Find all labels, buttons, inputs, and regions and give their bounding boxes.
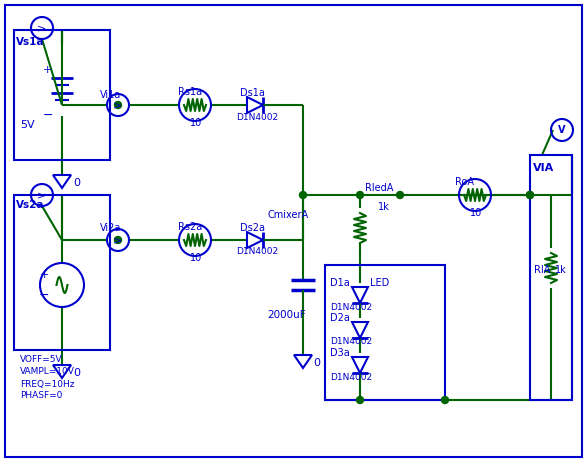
Text: VIA: VIA bbox=[533, 163, 554, 173]
Text: V: V bbox=[558, 125, 566, 135]
Text: >: > bbox=[38, 190, 46, 200]
Text: D1N4002: D1N4002 bbox=[236, 113, 278, 122]
Text: LED: LED bbox=[370, 278, 389, 288]
Text: Ds2a: Ds2a bbox=[240, 223, 265, 233]
Text: D2a: D2a bbox=[330, 313, 350, 323]
Text: >: > bbox=[113, 235, 123, 245]
Text: 0: 0 bbox=[73, 368, 80, 378]
Circle shape bbox=[114, 102, 122, 109]
Text: +: + bbox=[39, 270, 49, 280]
Text: −: − bbox=[43, 109, 53, 122]
Text: CmixerA: CmixerA bbox=[267, 210, 308, 220]
Text: >: > bbox=[38, 23, 46, 33]
Text: Vs1a: Vs1a bbox=[16, 37, 45, 47]
Text: Vs2a: Vs2a bbox=[16, 200, 45, 210]
Text: Vi2a: Vi2a bbox=[100, 223, 122, 233]
Bar bbox=[14, 30, 110, 160]
Text: 10: 10 bbox=[190, 253, 203, 263]
Circle shape bbox=[527, 192, 534, 199]
Text: −: − bbox=[39, 288, 49, 302]
Bar bbox=[14, 195, 110, 350]
Text: RoA: RoA bbox=[455, 177, 474, 187]
Text: Rs2a: Rs2a bbox=[178, 222, 203, 232]
Text: Vi1a: Vi1a bbox=[100, 90, 122, 100]
Text: VOFF=5V: VOFF=5V bbox=[20, 355, 63, 365]
Text: 1k: 1k bbox=[555, 265, 567, 275]
Text: RIA: RIA bbox=[534, 265, 551, 275]
Text: D1N4002: D1N4002 bbox=[330, 338, 372, 346]
Circle shape bbox=[299, 192, 306, 199]
Circle shape bbox=[356, 396, 363, 403]
Text: D1N4002: D1N4002 bbox=[330, 372, 372, 382]
Text: D1a: D1a bbox=[330, 278, 350, 288]
Text: D3a: D3a bbox=[330, 348, 350, 358]
Circle shape bbox=[114, 237, 122, 243]
Text: D1N4002: D1N4002 bbox=[330, 303, 372, 311]
Text: Ds1a: Ds1a bbox=[240, 88, 265, 98]
Text: 2000uF: 2000uF bbox=[267, 310, 306, 320]
Text: RledA: RledA bbox=[365, 183, 393, 193]
Bar bbox=[530, 155, 572, 400]
Circle shape bbox=[356, 192, 363, 199]
Text: Rs1a: Rs1a bbox=[178, 87, 202, 97]
Text: D1N4002: D1N4002 bbox=[236, 248, 278, 256]
Text: 1k: 1k bbox=[378, 202, 390, 212]
Text: PHASF=0: PHASF=0 bbox=[20, 391, 62, 401]
Text: >: > bbox=[113, 100, 123, 110]
Text: 5V: 5V bbox=[20, 120, 35, 130]
Text: 10: 10 bbox=[470, 208, 483, 218]
Circle shape bbox=[396, 192, 403, 199]
Text: FREQ=10Hz: FREQ=10Hz bbox=[20, 379, 75, 389]
Text: 0: 0 bbox=[313, 358, 320, 368]
Circle shape bbox=[527, 192, 534, 199]
Text: 0: 0 bbox=[73, 178, 80, 188]
Text: +: + bbox=[43, 65, 52, 75]
Text: 10: 10 bbox=[190, 118, 203, 128]
Text: VAMPL=10V: VAMPL=10V bbox=[20, 367, 75, 377]
Circle shape bbox=[441, 396, 448, 403]
Bar bbox=[325, 265, 445, 400]
